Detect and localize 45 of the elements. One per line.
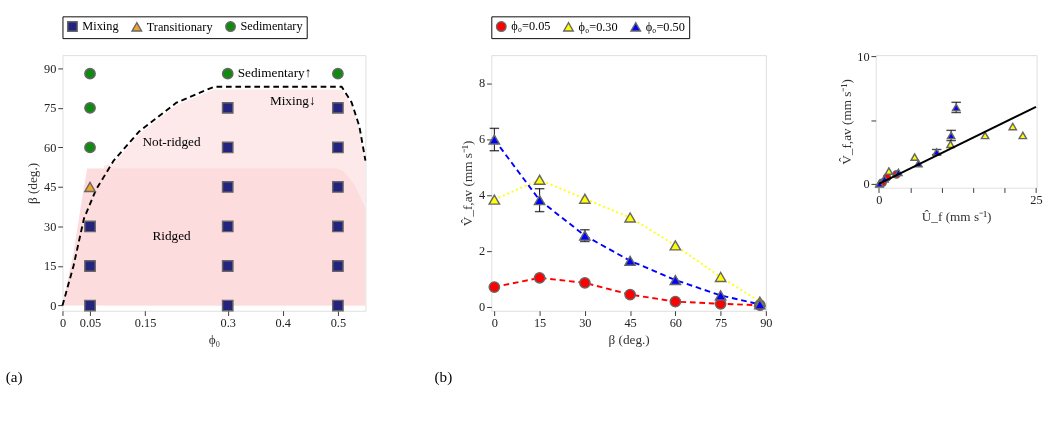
x-tick-label: 0.5: [330, 316, 347, 331]
y-tick-label: 90: [44, 61, 57, 76]
annotation: Sedimentary↑: [237, 64, 312, 80]
y-tick-label: 75: [44, 101, 57, 116]
y-tick-label: 2: [479, 243, 486, 258]
y-tick-label: 60: [44, 140, 57, 155]
annotation: Mixing↓: [269, 92, 316, 108]
annotation: Not-ridged: [142, 133, 201, 149]
y-tick-label: 45: [44, 180, 57, 195]
text: (a): [5, 368, 23, 386]
x-tick-label: 0.15: [134, 316, 157, 331]
y-axis-title: β (deg.): [25, 162, 41, 205]
y-tick-label: 4: [479, 188, 486, 203]
legend-label: ϕ₀=0.30: [578, 19, 618, 34]
x-tick-label: 15: [533, 316, 547, 331]
text: (b): [434, 368, 453, 386]
x-tick-label: 0.3: [220, 316, 236, 331]
y-tick-label: 15: [44, 259, 57, 274]
annotation: Ridged: [152, 228, 192, 244]
legend-label: ϕ₀=0.05: [511, 19, 551, 34]
y-tick-label: 10: [857, 49, 870, 64]
legend-label: Transitionary: [146, 19, 214, 34]
legend-label: Sedimentary: [240, 19, 304, 34]
y-axis-title: V̂_f,av (mm s⁻¹): [838, 79, 854, 165]
x-tick-label: 90: [760, 316, 773, 331]
x-tick-label: 25: [1030, 193, 1043, 208]
y-tick-label: 30: [44, 219, 57, 234]
legend-label: ϕ₀=0.50: [645, 19, 685, 34]
y-tick-label: 0: [479, 299, 486, 314]
x-tick-label: 30: [579, 316, 592, 331]
y-tick-label: 0: [50, 298, 57, 313]
legend-label: Mixing: [82, 19, 119, 34]
x-tick-label: 60: [669, 316, 682, 331]
y-tick-label: 8: [479, 76, 486, 91]
x-tick-label: 45: [624, 316, 637, 331]
x-axis-title: ϕ₀: [208, 332, 221, 348]
x-tick-label: 0.05: [79, 316, 102, 331]
y-tick-label: 6: [479, 132, 486, 147]
x-tick-label: 0: [491, 316, 498, 331]
x-tick-label: 75: [714, 316, 728, 331]
x-tick-label: 0: [59, 316, 67, 331]
x-axis-title: β (deg.): [608, 332, 650, 348]
y-axis-title: V̂_f,av (mm s⁻¹): [460, 140, 476, 227]
x-axis-title: Û_f (mm s⁻¹): [921, 209, 992, 225]
x-tick-label: 0.4: [275, 316, 291, 331]
